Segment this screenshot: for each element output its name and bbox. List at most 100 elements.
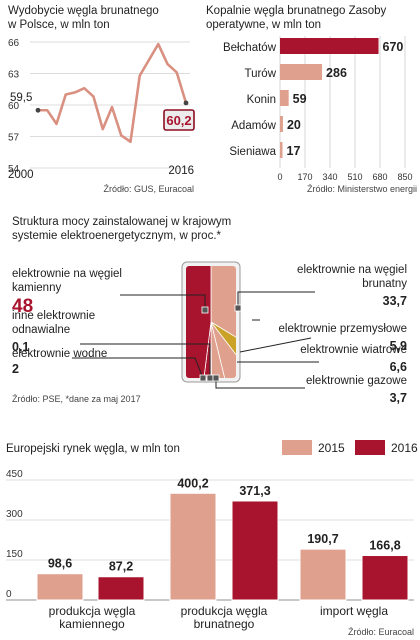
x-tick-label: 680 — [372, 172, 387, 182]
legend-label-2016: 2016 — [391, 441, 418, 455]
y-tick-label: 54 — [8, 164, 20, 175]
source-eu: Źródło: Euracoal — [348, 627, 414, 637]
y-tick-label: 63 — [8, 70, 20, 81]
leader-line — [239, 337, 312, 353]
slice-label: odnawialne — [12, 324, 70, 336]
bar-2016 — [231, 500, 279, 601]
slice-label: brunatny — [362, 278, 407, 290]
leader-line — [237, 291, 315, 297]
pie-marker — [199, 374, 207, 382]
bar — [280, 38, 379, 54]
slice-label: kamienny — [12, 282, 61, 294]
legend-swatch-2016 — [355, 440, 385, 455]
data-point — [35, 107, 41, 113]
slice-label: elektrownie na węgiel — [12, 268, 122, 280]
category-label: kamiennego — [59, 617, 125, 631]
bar — [280, 116, 283, 132]
leader-line — [120, 294, 206, 310]
slice-value: 2 — [12, 362, 19, 376]
x-tick-label: 340 — [322, 172, 337, 182]
y-tick-label: 60 — [8, 101, 20, 112]
slice-label: elektrownie wodne — [12, 348, 107, 360]
bar — [280, 142, 283, 158]
pie-slice — [210, 321, 236, 378]
source-pie: Źródło: PSE, *dane za maj 2017 — [12, 394, 141, 404]
slice-value: 3,7 — [390, 391, 407, 405]
bar-2015 — [299, 548, 347, 601]
chart-title-line-2: systemie elektroenergetycznym, w proc.* — [12, 230, 222, 242]
bar-value-label: 400,2 — [177, 476, 208, 490]
end-value-badge: 60,2 — [163, 109, 195, 131]
y-tick-label: 150 — [6, 549, 23, 560]
leader-line — [80, 343, 211, 378]
category-label: brunatnego — [194, 617, 255, 631]
value-label: 670 — [383, 40, 404, 54]
chart-title-line-1: Kopalnie węgla brunatnego Zasoby — [206, 5, 387, 17]
x-tick-label: 0 — [277, 172, 282, 182]
value-label: 59 — [293, 92, 307, 106]
x-end-label: 2016 — [168, 165, 194, 177]
slice-value: 33,7 — [383, 294, 407, 308]
bar-value-label: 87,2 — [109, 560, 133, 574]
chart-title-line-1: Struktura mocy zainstalowanej w krajowym — [12, 216, 231, 228]
series-line — [38, 42, 188, 144]
slice-label: inne elektrownie — [12, 310, 95, 322]
bar — [280, 90, 289, 106]
value-label: 17 — [287, 144, 301, 158]
category-label: Bełchatów — [223, 42, 277, 54]
source-line: Źródło: GUS, Euracoal — [103, 184, 194, 194]
y-tick-label: 450 — [6, 469, 23, 480]
slice-value: 5,9 — [390, 339, 407, 353]
category-label: Adamów — [231, 120, 276, 132]
bar-2016 — [361, 555, 409, 601]
pie-marker — [201, 306, 209, 314]
legend-swatch-2015 — [282, 440, 312, 455]
end-value-label: 60,2 — [166, 113, 191, 128]
chart-title: Europejski rynek węgla, w mln ton — [6, 443, 180, 455]
value-label: 20 — [287, 118, 301, 132]
source-mines: Źródło: Ministerstwo energii — [307, 184, 417, 194]
x-tick-label: 510 — [347, 172, 362, 182]
category-label: produkcja węgla — [181, 604, 268, 618]
chart-bar-eu-market: Europejski rynek węgla, w mln ton 2015 2… — [6, 440, 418, 637]
category-label: produkcja węgla — [49, 604, 136, 618]
y-tick-label: 66 — [8, 38, 20, 49]
pie-slice — [210, 321, 236, 378]
leader-line — [72, 357, 204, 379]
bar-value-label: 190,7 — [307, 532, 338, 546]
category-label: Turów — [244, 68, 276, 80]
bar-2015 — [169, 492, 217, 601]
bar-value-label: 371,3 — [239, 484, 270, 498]
slice-value: 48 — [12, 296, 33, 317]
category-label: Sieniawa — [229, 146, 276, 158]
x-tick-label: 170 — [297, 172, 312, 182]
pie-marker — [212, 374, 220, 382]
pie-slice — [210, 321, 236, 378]
slice-value: 6,6 — [390, 360, 407, 374]
legend: 2015 2016 — [282, 440, 418, 455]
slice-label: elektrownie gazowe — [306, 375, 407, 387]
bar-value-label: 166,8 — [369, 539, 400, 553]
value-label: 286 — [326, 66, 347, 80]
y-tick-label: 57 — [8, 133, 20, 144]
legend-label-2015: 2015 — [318, 441, 345, 455]
data-point — [183, 100, 189, 106]
x-tick-label: 850 — [397, 172, 412, 182]
category-label: import węgla — [320, 604, 388, 618]
y-tick-label: 0 — [6, 589, 12, 600]
chart-title-line-2: operatywne, w mln ton — [206, 19, 321, 31]
x-start-label: 2000 — [8, 169, 34, 181]
slice-label: elektrownie przemysłowe — [279, 323, 407, 335]
slice-value: 0,1 — [12, 340, 29, 354]
chart-pie-capacity: Struktura mocy zainstalowanej w krajowym… — [12, 216, 407, 405]
category-label: Konin — [247, 94, 276, 106]
y-tick-label: 300 — [6, 509, 23, 520]
start-value-label: 59,5 — [10, 92, 32, 104]
pie-marker — [234, 304, 242, 312]
bar-value-label: 98,6 — [48, 557, 72, 571]
slice-label: elektrownie na węgiel — [297, 264, 407, 276]
bar — [280, 64, 323, 80]
pie-marker — [206, 374, 214, 382]
bar-2015 — [36, 573, 84, 601]
chart-title-line-1: Wydobycie węgla brunatnego — [8, 5, 159, 17]
